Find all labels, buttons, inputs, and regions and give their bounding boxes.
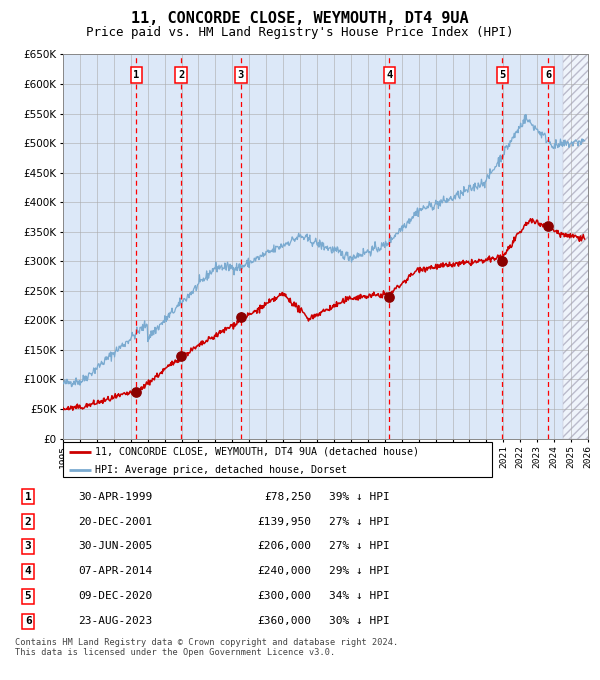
- Text: £300,000: £300,000: [257, 592, 311, 601]
- Text: £240,000: £240,000: [257, 566, 311, 577]
- Text: 27% ↓ HPI: 27% ↓ HPI: [329, 541, 389, 551]
- Text: 5: 5: [499, 70, 505, 80]
- Bar: [563, 54, 596, 439]
- Point: [543, 220, 553, 231]
- Text: £206,000: £206,000: [257, 541, 311, 551]
- Text: Contains HM Land Registry data © Crown copyright and database right 2024.
This d: Contains HM Land Registry data © Crown c…: [15, 638, 398, 658]
- Text: 34% ↓ HPI: 34% ↓ HPI: [329, 592, 389, 601]
- Text: 6: 6: [545, 70, 551, 80]
- Text: 30-JUN-2005: 30-JUN-2005: [78, 541, 152, 551]
- Point: [176, 350, 186, 361]
- Text: 23-AUG-2023: 23-AUG-2023: [78, 616, 152, 626]
- Text: 2: 2: [178, 70, 184, 80]
- FancyBboxPatch shape: [63, 442, 492, 477]
- Point: [385, 291, 394, 302]
- Text: 4: 4: [25, 566, 32, 577]
- Text: 29% ↓ HPI: 29% ↓ HPI: [329, 566, 389, 577]
- Point: [131, 387, 141, 398]
- Text: 4: 4: [386, 70, 392, 80]
- Text: Price paid vs. HM Land Registry's House Price Index (HPI): Price paid vs. HM Land Registry's House …: [86, 26, 514, 39]
- Text: 3: 3: [238, 70, 244, 80]
- Text: £139,950: £139,950: [257, 517, 311, 526]
- Text: 6: 6: [25, 616, 32, 626]
- Text: 1: 1: [25, 492, 32, 502]
- Text: 30-APR-1999: 30-APR-1999: [78, 492, 152, 502]
- Text: 09-DEC-2020: 09-DEC-2020: [78, 592, 152, 601]
- Text: 2: 2: [25, 517, 32, 526]
- Text: £78,250: £78,250: [264, 492, 311, 502]
- Text: 3: 3: [25, 541, 32, 551]
- Text: 11, CONCORDE CLOSE, WEYMOUTH, DT4 9UA: 11, CONCORDE CLOSE, WEYMOUTH, DT4 9UA: [131, 11, 469, 26]
- Text: 11, CONCORDE CLOSE, WEYMOUTH, DT4 9UA (detached house): 11, CONCORDE CLOSE, WEYMOUTH, DT4 9UA (d…: [95, 447, 419, 457]
- Point: [236, 311, 245, 322]
- Text: 1: 1: [133, 70, 139, 80]
- Text: 20-DEC-2001: 20-DEC-2001: [78, 517, 152, 526]
- Text: 30% ↓ HPI: 30% ↓ HPI: [329, 616, 389, 626]
- Text: 07-APR-2014: 07-APR-2014: [78, 566, 152, 577]
- Text: 39% ↓ HPI: 39% ↓ HPI: [329, 492, 389, 502]
- Bar: [563, 54, 596, 439]
- Text: 5: 5: [25, 592, 32, 601]
- Text: £360,000: £360,000: [257, 616, 311, 626]
- Text: 27% ↓ HPI: 27% ↓ HPI: [329, 517, 389, 526]
- Point: [497, 256, 507, 267]
- Text: HPI: Average price, detached house, Dorset: HPI: Average price, detached house, Dors…: [95, 464, 347, 475]
